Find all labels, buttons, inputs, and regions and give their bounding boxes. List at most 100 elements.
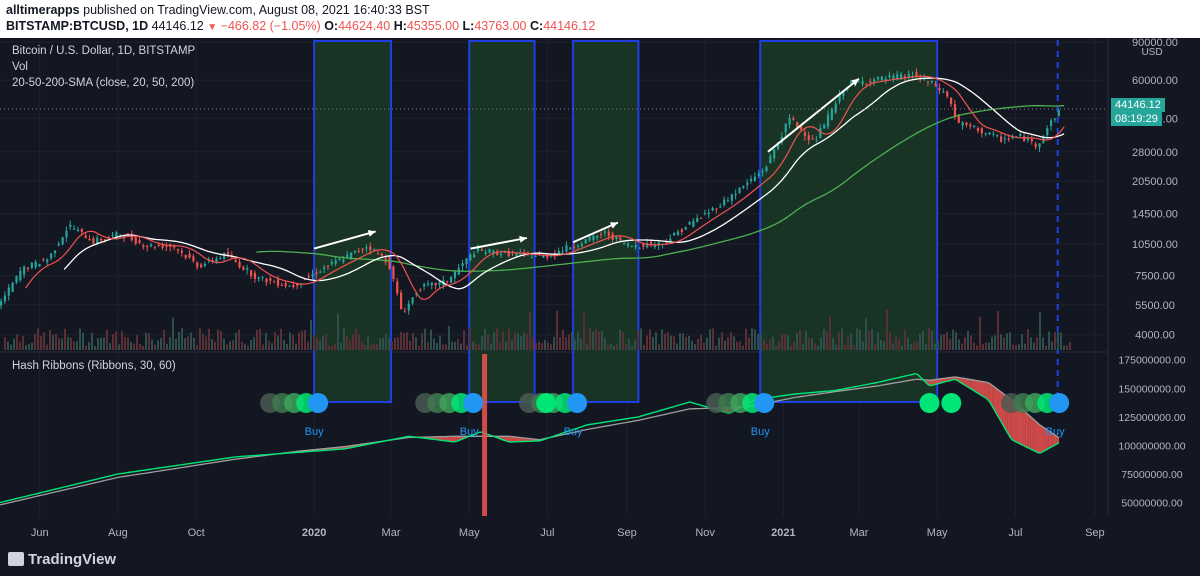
price-candle (80, 228, 83, 232)
volume-bar (691, 340, 693, 350)
price-candle (496, 251, 499, 255)
price-candle (546, 256, 549, 258)
last-price: 44146.12 (151, 19, 204, 33)
volume-bar (406, 332, 408, 350)
chart-canvas[interactable]: BuyBuyBuyBuyBuy90000.0060000.0040000.002… (0, 38, 1200, 544)
volume-bar (1015, 345, 1017, 350)
buy-signal-label: Buy (305, 426, 324, 438)
price-candle (996, 135, 999, 137)
volume-bar (1060, 332, 1062, 350)
price-candle (461, 263, 464, 267)
volume-bar (535, 343, 537, 350)
price-candle (880, 76, 883, 80)
volume-bar (1063, 345, 1065, 350)
price-candle (565, 245, 568, 252)
price-candle (561, 250, 564, 252)
publish-header: alltimerapps published on TradingView.co… (0, 0, 1200, 38)
price-candle (234, 259, 237, 262)
price-candle (130, 234, 133, 241)
volume-bar (460, 343, 462, 350)
volume-bar (331, 345, 333, 350)
volume-bar (712, 328, 714, 350)
volume-bar (547, 342, 549, 350)
volume-bar (214, 341, 216, 350)
volume-bar (370, 344, 372, 350)
price-candle (834, 103, 837, 113)
volume-bar (85, 345, 87, 350)
price-candle (423, 284, 426, 287)
volume-bar (739, 341, 741, 350)
price-candle (165, 246, 168, 248)
price-candle (876, 77, 880, 80)
tradingview-logo[interactable]: TradingView (8, 551, 116, 568)
volume-bar (208, 328, 210, 350)
capitulation-fill (984, 381, 988, 399)
price-candle (46, 259, 49, 263)
price-candle (761, 171, 764, 173)
volume-bar (733, 336, 735, 350)
publisher-name[interactable]: alltimerapps (6, 3, 80, 17)
volume-bar (148, 333, 150, 350)
price-candle (857, 81, 860, 83)
volume-bar (316, 337, 318, 350)
volume-bar (352, 334, 354, 350)
volume-bar (280, 328, 282, 350)
trend-arrow (572, 221, 619, 244)
price-candle (953, 104, 957, 117)
price-candle (800, 126, 803, 130)
volume-bar (385, 333, 387, 350)
volume-bar (553, 336, 555, 350)
hash-axis-tick: 175000000.00 (1118, 355, 1185, 367)
volume-bar (949, 339, 951, 350)
volume-bar (76, 341, 78, 350)
price-candle (715, 208, 718, 210)
price-candle (446, 281, 449, 283)
volume-bar (679, 333, 681, 350)
volume-bar (907, 337, 909, 350)
capitulation-fill (523, 437, 526, 442)
volume-bar (271, 343, 273, 350)
price-candle (742, 185, 745, 188)
price-candle (196, 262, 199, 268)
volume-bar (703, 342, 705, 350)
volume-bar (871, 329, 873, 350)
price-candle (915, 72, 918, 78)
buy-signal-circle (567, 393, 588, 413)
volume-bar (544, 339, 546, 350)
volume-bar (565, 337, 567, 350)
price-candle (950, 97, 953, 105)
time-axis-tick: Jul (540, 527, 554, 539)
volume-bar (715, 345, 717, 350)
price-candle (315, 272, 318, 275)
volume-bar (487, 334, 489, 350)
price-candle (984, 133, 987, 135)
price-candle (707, 212, 710, 214)
time-axis-tick: Jun (31, 527, 49, 539)
capitulation-fill (510, 436, 513, 442)
price-candle (1000, 136, 1003, 142)
volume-bar (304, 330, 306, 350)
price-candle (988, 132, 991, 135)
price-axis-tick: 14500.00 (1132, 209, 1178, 221)
price-candle (484, 252, 487, 254)
volume-bar (997, 311, 999, 350)
tradingview-logo-icon (8, 552, 24, 566)
volume-bar (178, 331, 180, 350)
price-candle (50, 253, 53, 259)
volume-bar (766, 344, 768, 350)
price-candle (330, 261, 333, 264)
volume-bar (25, 345, 27, 350)
symbol-label: BITSTAMP:BTCUSD, 1D (6, 19, 149, 33)
volume-bar (472, 341, 474, 350)
volume-bar (481, 335, 483, 350)
price-candle (11, 282, 14, 292)
time-axis-tick: May (459, 527, 480, 539)
volume-bar (856, 328, 858, 350)
volume-bar (505, 341, 507, 350)
capitulation-fill (1043, 427, 1047, 452)
price-candle (615, 236, 618, 240)
price-candle (411, 297, 414, 304)
price-candle (1011, 137, 1014, 139)
volume-bar (1066, 345, 1068, 350)
volume-bar (796, 332, 798, 350)
